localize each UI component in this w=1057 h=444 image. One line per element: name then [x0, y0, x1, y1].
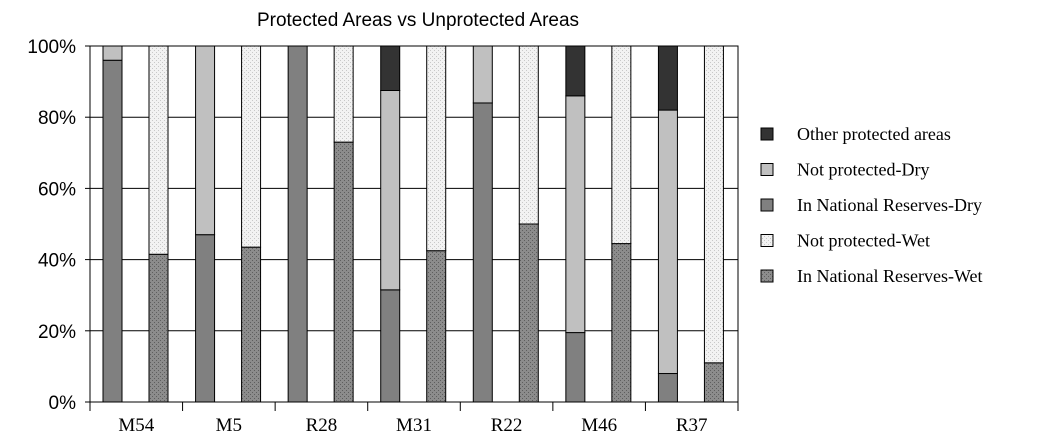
axes	[85, 45, 739, 411]
legend-swatch-not-protected-dry	[760, 163, 774, 176]
x-tick-label: M54	[118, 415, 154, 436]
bar-m31-in-national-reserves-dry	[380, 289, 401, 403]
chart-title: Protected Areas vs Unprotected Areas	[257, 10, 579, 31]
bar-m31-not-protected-wet	[426, 45, 447, 252]
bar-r37-in-national-reserves-dry	[657, 373, 678, 403]
legend-swatch-in-national-reserves-wet	[760, 269, 774, 283]
bar-r28-in-national-reserves-dry	[287, 45, 308, 403]
legend-label-in-national-reserves-dry: In National Reserves-Dry	[797, 195, 982, 215]
x-tick-label: R28	[306, 415, 338, 436]
legend-label-in-national-reserves-wet: In National Reserves-Wet	[797, 266, 982, 286]
bar-m46-in-national-reserves-dry	[565, 332, 586, 403]
bar-m46-not-protected-dry	[565, 95, 586, 334]
bar-m5-not-protected-dry	[195, 45, 216, 236]
y-tick-label: 0%	[49, 393, 77, 414]
bar-r37-not-protected-wet	[703, 45, 724, 364]
x-tick-label: M46	[581, 415, 617, 436]
bar-r22-in-national-reserves-wet	[518, 223, 539, 403]
bar-m5-in-national-reserves-wet	[241, 246, 262, 403]
bar-m46-other-protected-areas	[565, 45, 586, 97]
legend-swatch-not-protected-wet	[760, 234, 774, 247]
bar-m31-other-protected-areas	[380, 45, 401, 91]
bar-m54-not-protected-wet	[148, 45, 169, 255]
bar-m54-in-national-reserves-wet	[148, 253, 169, 403]
legend-label-not-protected-wet: Not protected-Wet	[797, 231, 930, 251]
legend-label-not-protected-dry: Not protected-Dry	[797, 160, 929, 180]
legend-swatch-in-national-reserves-dry	[760, 198, 774, 212]
bar-r28-not-protected-wet	[333, 45, 354, 143]
x-tick-label: R22	[491, 415, 523, 436]
y-axis-ticks: 0% 20% 40% 60% 80% 100%	[27, 37, 76, 414]
x-tick-label: M5	[216, 415, 242, 436]
bar-r22-not-protected-wet	[518, 45, 539, 225]
y-tick-label: 60%	[38, 179, 76, 200]
legend-swatch-other-protected-areas	[760, 127, 774, 141]
bar-r37-not-protected-dry	[657, 109, 678, 375]
bar-m46-not-protected-wet	[611, 45, 632, 245]
y-tick-label: 100%	[27, 37, 76, 58]
plot-frame	[89, 45, 739, 403]
bar-m5-in-national-reserves-dry	[195, 234, 216, 403]
y-tick-label: 20%	[38, 322, 76, 343]
bar-r37-in-national-reserves-wet	[703, 362, 724, 403]
x-tick-label: R37	[676, 415, 708, 436]
bar-m5-not-protected-wet	[241, 45, 262, 248]
y-tick-label: 80%	[38, 108, 76, 129]
bar-m54-not-protected-dry	[102, 45, 123, 61]
bar-m54-in-national-reserves-dry	[102, 59, 123, 403]
gridlines	[90, 45, 738, 332]
bar-m31-in-national-reserves-wet	[426, 250, 447, 403]
bar-r28-in-national-reserves-wet	[333, 141, 354, 403]
y-tick-label: 40%	[38, 251, 76, 272]
bar-r22-in-national-reserves-dry	[472, 102, 493, 403]
bar-r22-not-protected-dry	[472, 45, 493, 104]
x-axis-ticks: M54 M5 R28 M31 R22 M46 R37	[118, 415, 707, 436]
bar-r37-other-protected-areas	[657, 45, 678, 111]
bar-m46-in-national-reserves-wet	[611, 243, 632, 403]
legend-label-other-protected-areas: Other protected areas	[797, 124, 951, 144]
legend: Other protected areas Not protected-Dry In…	[760, 124, 982, 286]
bar-m31-not-protected-dry	[380, 90, 401, 291]
x-tick-label: M31	[396, 415, 432, 436]
bars	[102, 45, 724, 403]
